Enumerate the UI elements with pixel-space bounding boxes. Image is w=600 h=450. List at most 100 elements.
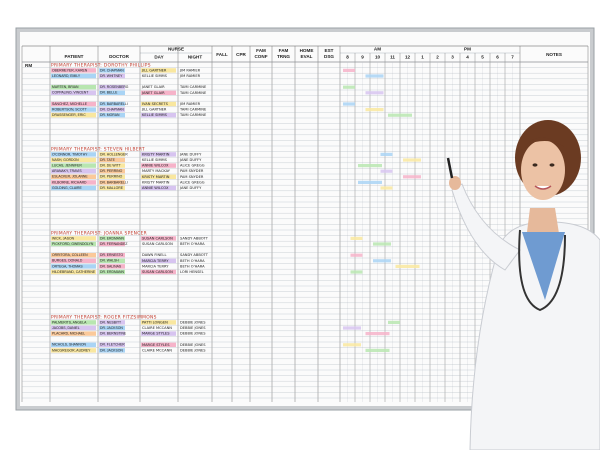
schedule-bar [365,74,384,78]
doctor-name: DR. HOLLENGER [100,152,128,156]
doctor-tag [99,157,125,163]
doctor-tag [99,101,125,107]
nurse-night: TAMI CARMINE [179,108,207,112]
patient-tag [51,180,96,185]
column-header: PM [464,47,471,52]
doctor-figure [446,120,600,450]
hour-label: 2 [436,55,439,60]
doctor-name: DR. NESBITT [100,320,121,324]
nurse-night: JIM RAMIER [179,68,201,72]
doctor-tag [99,73,125,79]
doctor-tag [99,342,125,347]
nurse-day: MARTY MACKAY [142,169,171,173]
doctor-name: DR. PERRINO [100,169,123,173]
schedule-bar [403,158,421,162]
nurse-tag [141,320,176,325]
doctor-name: DR. ROSENBERG [100,85,129,89]
hour-label: 1 [421,55,424,60]
nurse-night: TAMI CARMINE [179,85,207,89]
patient-name: GOLDING, CLAIRE [52,186,83,190]
hour-label: 7 [511,55,514,60]
nurse-night: DEBBIE JONES [180,332,206,336]
nurse-tag [141,258,176,263]
patient-tag [51,258,96,263]
nurse-night: SANDY ABBOTT [180,236,209,240]
patient-tag [51,241,96,247]
doctor-tag [99,264,125,269]
nurse-day: PATTI LONGEN [142,320,168,324]
nurse-day: JANET GLAIR [141,85,165,89]
hour-label: 3 [451,55,454,60]
doctor-name: DR. JACKSON [100,326,123,330]
nurse-night: JANE DUFFY [179,152,202,156]
doctor-tag [99,180,125,185]
schedule-bar [365,332,390,336]
patient-tag [51,152,96,157]
nurse-night: DEBBIE JONES [180,320,206,324]
schedule-bar [403,175,421,179]
nurse-day: JANET GLAIR [141,91,165,95]
nurse-day: SUSAN CARLSON [142,270,173,274]
nurse-night: JANE DUFFY [179,186,202,190]
column-header: HOME [300,48,314,53]
eye [532,163,538,167]
nurse-tag [141,174,176,179]
column-header: EST [325,48,334,53]
column-header: NOTES [546,52,562,57]
column-header: RM [25,63,32,68]
section-heading: PRIMARY THERAPIST: ROGER FITZSIMMONS [51,314,157,320]
patient-name: DRASSENGER, ERIC [52,113,86,117]
eye [549,163,555,167]
column-header: DOCTOR [109,54,130,59]
schedule-bar [350,236,363,240]
nurse-day: SUSAN CARLSON [142,236,173,240]
bangs [521,137,568,150]
doctor-name: DR. TATE [100,158,116,162]
schedule-bar [373,242,391,246]
doctor-tag [99,325,125,331]
patient-tag [51,331,96,336]
nurse-tag [141,163,176,168]
patient-tag [51,113,96,118]
nurse-day: KRISTY MARTIN [142,180,170,184]
patient-tag [51,325,96,331]
nurse-night: PAM SNYDER [180,175,204,179]
patient-tag [51,185,96,191]
schedule-bar [350,270,363,274]
nurse-day: KELLIE SIMMS [142,113,168,117]
nurse-tag [141,269,176,275]
hand [449,176,461,190]
schedule-bar [380,186,393,190]
nurse-night: LORI HENSEL [180,270,204,274]
doctor-tag [99,269,125,275]
doctor-name: DR. CHAPMAN [100,107,124,111]
doctor-name: DR. MALLORE [100,186,124,190]
nurse-day: KELLIE SIMMS [142,158,168,162]
patient-name: HILDEBRAND, CATHERINE [52,270,96,274]
doctor-name: DR. WHITNEY [100,74,123,78]
schedule-bar [365,91,384,95]
nurse-day: KRISTY MARTIN [142,175,170,179]
patient-tag [51,157,96,163]
doctor-name: DR. BARBARELLI [100,180,128,184]
doctor-name: DR. WALSH [100,259,119,263]
column-header: DSG [324,54,334,59]
patient-name: PLACARD, MICHAEL [52,331,85,335]
doctor-tag [99,236,125,241]
hour-label: 12 [405,55,411,60]
patient-name: ORRITORA, COLLEEN [52,253,88,257]
patient-tag [51,90,96,95]
doctor-name: DR. CHAPMAN [100,68,124,72]
column-header: NIGHT [188,55,202,60]
schedule-bar [395,264,420,268]
nurse-day: IVAN SECRETS [142,102,169,106]
column-header: NURSE [168,47,184,52]
doctor-name: DR. BERNSTINE [100,331,127,335]
face [521,140,565,200]
schedule-bar [380,152,393,156]
nurse-day: CLAIRE MCCANN [142,326,172,330]
doctor-name: DR. BARBARELLI [100,102,128,106]
hour-label: 4 [466,55,469,60]
doctor-name: DR. SALINAS [100,264,122,268]
